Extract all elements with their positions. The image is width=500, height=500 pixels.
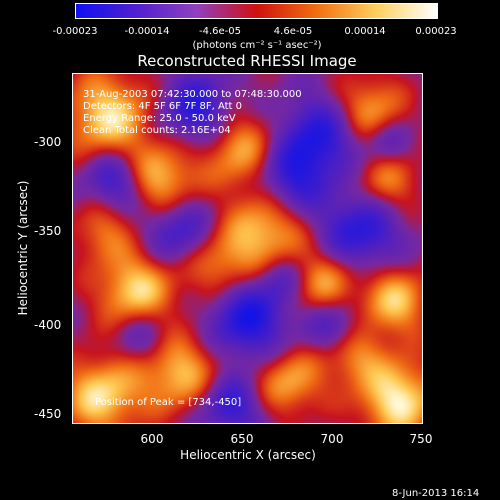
x-tick-label: 700 bbox=[320, 432, 344, 446]
colorbar-unit-label: (photons cm⁻² s⁻¹ asec⁻²) bbox=[192, 40, 322, 51]
colorbar-tick: 0.00023 bbox=[415, 26, 457, 37]
x-axis-label: Heliocentric X (arcsec) bbox=[180, 448, 316, 462]
peak-position-text: Position of Peak = [734,-450] bbox=[95, 397, 242, 408]
timestamp: 8-Jun-2013 16:14 bbox=[392, 488, 480, 499]
y-tick-label: -450 bbox=[34, 407, 62, 421]
x-tick-label: 750 bbox=[409, 432, 433, 446]
colorbar bbox=[75, 3, 438, 19]
energy-range-text: Energy Range: 25.0 - 50.0 keV bbox=[83, 113, 236, 124]
detectors-text: Detectors: 4F 5F 6F 7F 8F, Att 0 bbox=[83, 101, 243, 112]
y-tick-label: -400 bbox=[34, 318, 62, 332]
colorbar-tick: -0.00014 bbox=[124, 26, 170, 37]
colorbar-tick: -4.6e-05 bbox=[199, 26, 241, 37]
y-tick-label: -300 bbox=[34, 135, 62, 149]
image-frame bbox=[72, 73, 423, 424]
y-axis-label: Heliocentric Y (arcsec) bbox=[16, 180, 30, 316]
colorbar-tick: -0.00023 bbox=[52, 26, 98, 37]
x-tick-label: 650 bbox=[230, 432, 254, 446]
colorbar-tick: 4.6e-05 bbox=[273, 26, 313, 37]
y-tick-label: -350 bbox=[34, 224, 62, 238]
colorbar-tick: 0.00014 bbox=[344, 26, 386, 37]
rhessi-image-map bbox=[73, 74, 422, 423]
image-title: Reconstructed RHESSI Image bbox=[137, 52, 357, 70]
x-tick-label: 600 bbox=[140, 432, 164, 446]
clean-total-counts-text: Clean Total counts: 2.16E+04 bbox=[83, 125, 231, 136]
time-range-text: 31-Aug-2003 07:42:30.000 to 07:48:30.000 bbox=[83, 89, 302, 100]
